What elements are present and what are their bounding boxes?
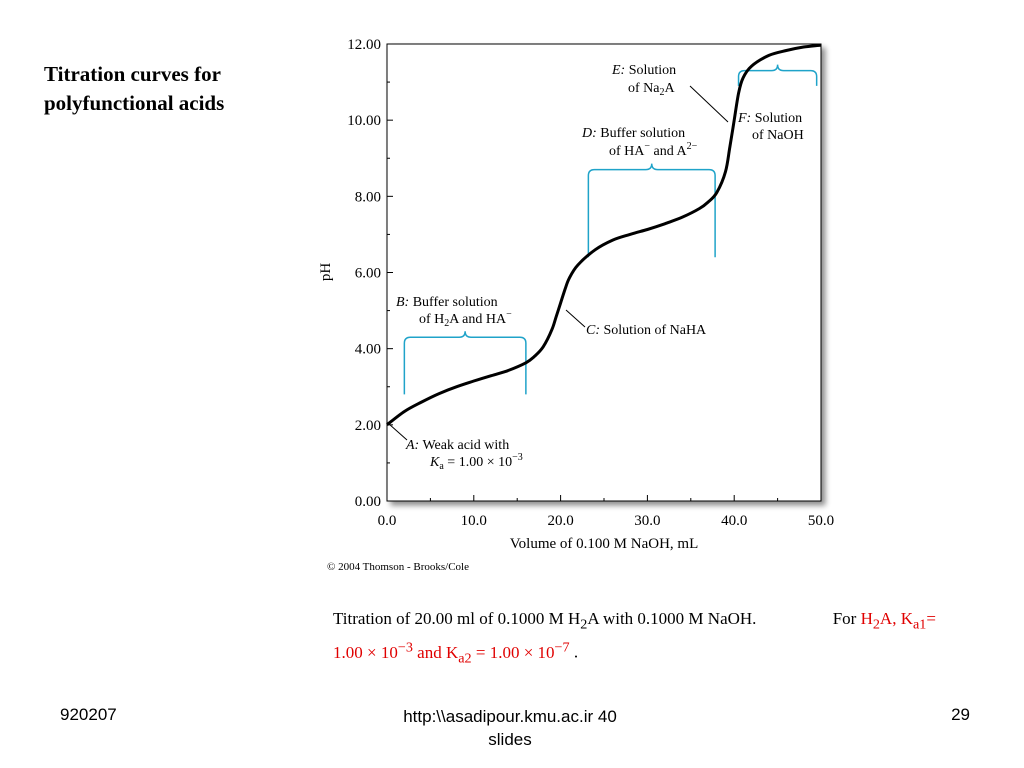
annotation-e-line2: of Na2A [628, 81, 676, 98]
annotation-d-line1: D: Buffer solution [581, 126, 685, 141]
plot-frame [386, 43, 822, 502]
caption-end: . [569, 643, 579, 663]
x-tick-label: 30.0 [634, 513, 660, 529]
y-tick-label: 10.00 [347, 113, 381, 129]
titration-curve [386, 43, 822, 426]
titration-chart: 0.0 10.0 20.0 30.0 40.0 50.0 0.00 2.00 4.00 6.00… [318, 37, 834, 573]
footer-date: 920207 [60, 705, 117, 724]
copyright: © 2004 Thomson - Brooks/Cole [327, 561, 469, 573]
leader-line-c [565, 309, 586, 328]
bracket-2 [587, 163, 716, 258]
footer-page-number: 29 [951, 705, 970, 724]
slide-title-line2: polyfunctional acids [44, 91, 225, 115]
y-tick-label: 6.00 [355, 266, 381, 282]
slide-title-line1: Titration curves for [44, 62, 221, 86]
annotation-a-line2: Ka = 1.00 × 10−3 [429, 452, 523, 472]
annotation-f-line2: of NaOH [752, 128, 804, 143]
leader-line-e [689, 85, 729, 123]
leader-line-a [388, 423, 408, 441]
caption-constants: H2A, Ka1= 1.00 × 10−3 and Ka2 = 1.00 × 1… [333, 609, 936, 667]
leader-lines [388, 85, 729, 441]
y-axis-label: pH [318, 263, 334, 282]
y-tick-label: 4.00 [355, 342, 381, 358]
y-tick-label: 12.00 [347, 37, 381, 53]
caption-sub-1: 2 [580, 616, 588, 633]
x-tick-label: 40.0 [721, 513, 747, 529]
x-axis: 0.0 10.0 20.0 30.0 40.0 50.0 [378, 495, 834, 529]
caption-text-3: For [832, 609, 861, 628]
annotation-a-line1: A: Weak acid with [405, 438, 509, 453]
x-tick-label: 20.0 [547, 513, 573, 529]
annotation-c: C: Solution of NaHA [586, 323, 707, 338]
x-tick-label: 10.0 [461, 513, 487, 529]
annotation-b-line1: B: Buffer solution [396, 295, 498, 310]
caption-text-1: Titration of 20.00 ml of 0.1000 M H [333, 609, 581, 628]
annotation-d-line2: of HA− and A2− [609, 141, 698, 159]
slide-title: Titration curves for polyfunctional acid… [44, 60, 284, 118]
annotation-f-line1: F: Solution [737, 111, 802, 126]
y-tick-label: 8.00 [355, 189, 381, 205]
x-tick-label: 50.0 [808, 513, 834, 529]
y-axis: 0.00 2.00 4.00 6.00 8.00 10.00 12.00 [347, 37, 393, 510]
bracket-1 [403, 331, 527, 395]
caption: Titration of 20.00 ml of 0.1000 M H2A wi… [333, 607, 953, 670]
footer-url-line1: http:\\asadipour.kmu.ac.ir 40 [403, 707, 617, 726]
annotation-e-line1: E: Solution [611, 63, 676, 78]
y-tick-label: 2.00 [355, 418, 381, 434]
x-tick-label: 0.0 [378, 513, 397, 529]
footer-url: http:\\asadipour.kmu.ac.ir 40 slides [360, 705, 660, 751]
caption-text-2: A with 0.1000 M NaOH. [587, 609, 757, 628]
annotation-b-line2: of H2A and HA− [419, 309, 512, 329]
y-tick-label: 0.00 [355, 494, 381, 510]
footer-url-line2: slides [488, 730, 532, 749]
x-axis-label: Volume of 0.100 M NaOH, mL [510, 536, 698, 552]
